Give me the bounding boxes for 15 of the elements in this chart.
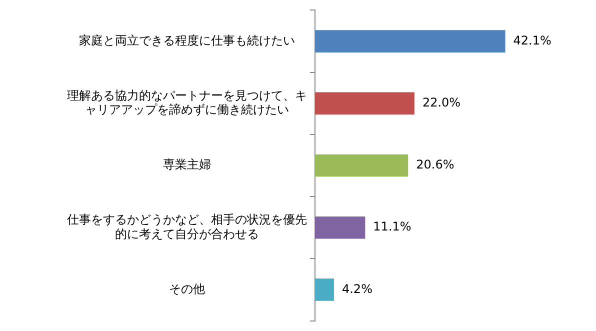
y-tick-label: 理解ある協力的なパートナーを見つけて、キャリアアップを諦めずに働き続けたい [67, 88, 307, 117]
bar [315, 154, 408, 177]
y-tick-label: 専業主婦 [163, 158, 211, 172]
y-tick-label: その他 [169, 282, 205, 296]
data-label: 20.6% [416, 158, 454, 172]
bar [315, 30, 506, 52]
data-label: 42.1% [513, 33, 552, 48]
data-label: 22.0% [422, 96, 461, 110]
bar [315, 278, 334, 301]
y-tick-label: 仕事をするかどうかなど、相手の状況を優先的に考えて自分が合わせる [66, 212, 307, 241]
data-label: 11.1% [373, 220, 412, 234]
data-label: 4.2% [342, 282, 372, 296]
y-tick-label: 家庭と両立できる程度に仕事も続けたい [79, 33, 295, 48]
bar [315, 92, 414, 115]
bar [315, 216, 366, 239]
